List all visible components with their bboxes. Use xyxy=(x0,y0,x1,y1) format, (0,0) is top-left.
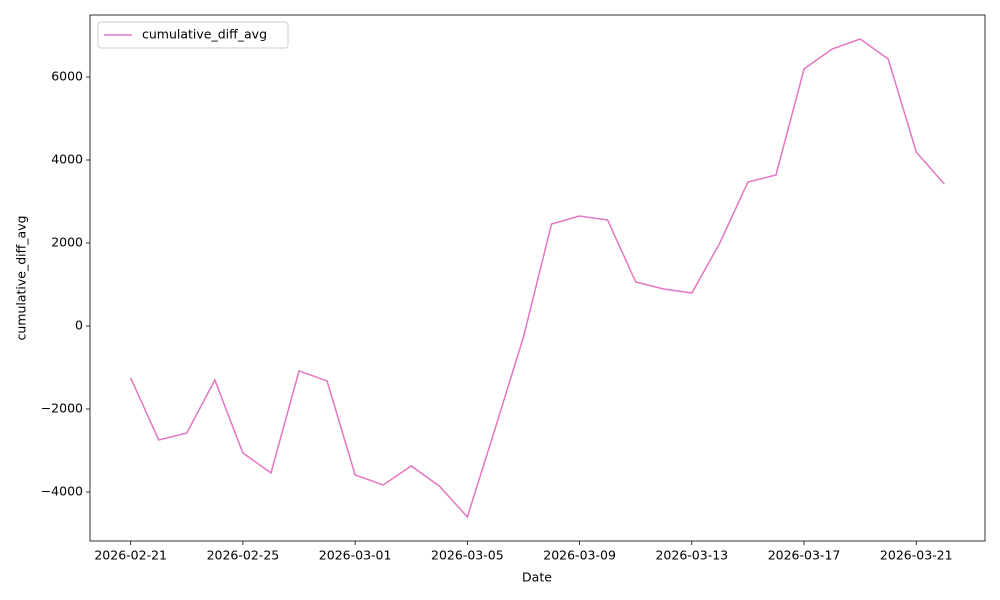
y-tick-label: −4000 xyxy=(41,483,83,498)
y-tick-label: 2000 xyxy=(51,234,83,249)
y-tick-label: 4000 xyxy=(51,151,83,166)
line xyxy=(129,38,945,519)
y-tick-label: 6000 xyxy=(51,68,83,83)
y-axis-label: cumulative_diff_avg xyxy=(14,216,29,341)
x-tick-label: 2026-02-21 xyxy=(94,548,167,563)
legend-label: cumulative_diff_avg xyxy=(142,27,267,42)
y-tick-label: 0 xyxy=(75,317,83,332)
legend-box xyxy=(97,21,289,49)
x-tick-label: 2026-03-05 xyxy=(431,548,504,563)
plot-frame xyxy=(89,14,986,542)
x-tick-label: 2026-03-01 xyxy=(319,548,392,563)
x-axis-label: Date xyxy=(522,570,552,585)
y-tick-label: −2000 xyxy=(41,400,83,415)
x-tick-label: 2026-03-09 xyxy=(543,548,616,563)
x-tick-label: 2026-03-17 xyxy=(768,548,841,563)
x-tick-label: 2026-02-25 xyxy=(207,548,280,563)
x-tick-label: 2026-03-21 xyxy=(880,548,953,563)
x-tick-label: 2026-03-13 xyxy=(655,548,728,563)
